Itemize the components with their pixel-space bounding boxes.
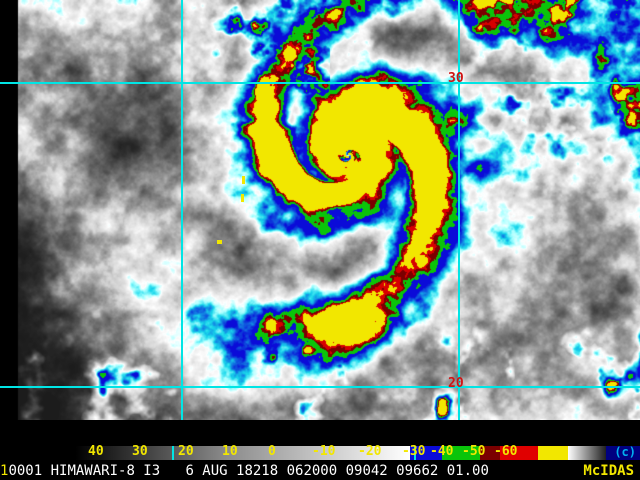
marker-dot-1: [242, 176, 245, 184]
colorbar-label-40: 40: [88, 444, 104, 459]
colorbar-label-minus50: -50: [462, 444, 486, 459]
colorbar-tick-20: [172, 446, 174, 460]
frame-index: 1: [0, 463, 9, 479]
colorbar-segment-white-hot: [568, 446, 606, 460]
colorbar-label-10: 10: [222, 444, 238, 459]
satellite-image-panel[interactable]: 30 20: [0, 0, 640, 420]
latitude-label-30: 30: [448, 71, 464, 86]
colorbar-segment-red: [500, 446, 538, 460]
colorbar-segment-gray-to-white: [225, 446, 410, 460]
colorbar-segment-warm-black-to-gray: [75, 446, 225, 460]
colorbar-label-minus20: -20: [358, 444, 382, 459]
colorbar-label-minus30: -30: [402, 444, 426, 459]
colorbar-label-0: 0: [268, 444, 276, 459]
infrared-satellite-image[interactable]: [0, 0, 640, 420]
temperature-colorbar[interactable]: [0, 446, 640, 460]
colorbar-tick-minus30: [414, 446, 416, 460]
colorbar-label-minus60: -60: [494, 444, 518, 459]
colorbar-segment-green-step: [442, 446, 480, 460]
copyright-mark: (c): [614, 445, 636, 459]
colorbar-label-30: 30: [132, 444, 148, 459]
colorbar-segment-yellow: [538, 446, 568, 460]
colorbar-segment-dark-red: [480, 446, 500, 460]
colorbar-label-minus10: -10: [312, 444, 336, 459]
marker-dot-2: [241, 194, 244, 202]
image-info-line: 10001 HIMAWARI-8 I3 6 AUG 18218 062000 0…: [0, 462, 640, 480]
colorbar-label-minus40: -40: [430, 444, 454, 459]
colorbar-segment-navy-end: [606, 446, 640, 460]
latitude-label-20: 20: [448, 376, 464, 391]
colorbar-segment-blue-step: [410, 446, 442, 460]
mcidas-brand-label: McIDAS: [583, 463, 634, 479]
annotation-bar: 40 30 20 10 0 -10 -20 -30 -40 -50 -60 (c) 10001 HI…: [0, 420, 640, 480]
marker-dot-3: [217, 240, 222, 244]
info-line-text: 0001 HIMAWARI-8 I3 6 AUG 18218 062000 09…: [8, 463, 489, 479]
colorbar-label-20: 20: [178, 444, 194, 459]
